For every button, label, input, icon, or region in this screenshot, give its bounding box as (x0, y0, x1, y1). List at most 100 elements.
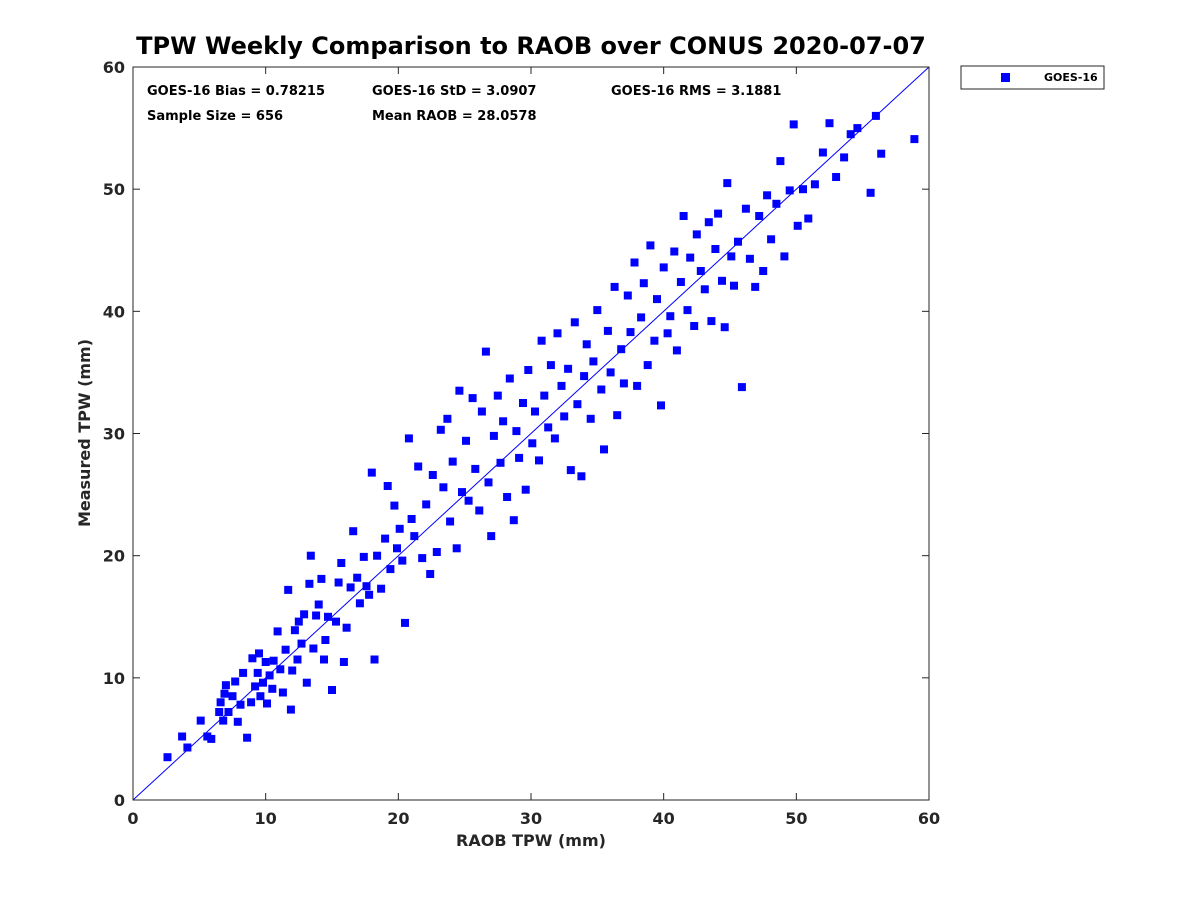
data-point (475, 506, 484, 515)
data-point (471, 464, 480, 473)
data-point (293, 655, 302, 664)
data-point (637, 313, 646, 322)
data-point (610, 282, 619, 291)
data-point (666, 312, 675, 321)
data-point (231, 677, 240, 686)
data-point (390, 501, 399, 510)
data-point (278, 688, 287, 697)
data-point (633, 381, 642, 390)
data-point (825, 119, 834, 128)
data-point (422, 500, 431, 509)
data-point (707, 317, 716, 326)
data-point (355, 599, 364, 608)
data-point (493, 391, 502, 400)
data-point (570, 318, 579, 327)
x-tick-label: 50 (785, 809, 807, 828)
data-point (793, 221, 802, 230)
data-point (256, 692, 265, 701)
data-point (428, 471, 437, 479)
data-point (365, 590, 374, 599)
data-point (281, 645, 290, 654)
data-point (265, 671, 274, 680)
data-point (515, 453, 524, 462)
data-point (398, 556, 407, 565)
data-point (286, 705, 295, 714)
data-point (233, 717, 242, 726)
data-point (557, 381, 566, 390)
data-point (373, 551, 382, 560)
data-point (566, 466, 575, 475)
data-point (273, 627, 282, 636)
data-point (711, 245, 720, 253)
data-point (573, 400, 582, 409)
data-point (216, 698, 225, 707)
data-point (521, 485, 530, 494)
data-point (481, 347, 490, 356)
data-point (288, 666, 297, 675)
data-point (617, 345, 626, 354)
data-point (196, 716, 205, 725)
data-point (676, 278, 685, 286)
stat-bias: GOES-16 Bias = 0.78215 (147, 84, 325, 99)
data-point (452, 544, 461, 553)
y-tick-label: 10 (103, 669, 125, 688)
data-point (846, 130, 855, 139)
data-point (221, 681, 230, 690)
data-point (462, 436, 470, 445)
data-point (727, 252, 736, 261)
data-point (401, 618, 409, 627)
data-point (219, 716, 228, 725)
data-point (531, 407, 539, 416)
data-point (714, 209, 723, 218)
data-point (597, 385, 606, 394)
data-point (377, 584, 386, 593)
legend-box (960, 65, 1105, 90)
data-point (544, 423, 553, 432)
data-point (346, 583, 355, 592)
data-point (704, 218, 713, 227)
legend: GOES-16 (960, 65, 1105, 90)
data-point (650, 336, 659, 345)
data-point (871, 111, 880, 120)
data-point (477, 407, 486, 416)
data-point (349, 527, 358, 536)
data-point (586, 414, 595, 423)
data-point (734, 237, 742, 246)
y-tick-label: 40 (103, 302, 125, 321)
data-point (720, 323, 729, 332)
data-point (317, 574, 326, 583)
data-point (220, 689, 229, 698)
legend-label-goes-16: GOES-16 (1044, 71, 1098, 84)
data-point (247, 698, 256, 707)
data-point (367, 468, 376, 477)
data-point (759, 267, 768, 275)
data-point (183, 743, 192, 752)
data-point (509, 516, 518, 525)
data-point (696, 267, 705, 275)
data-point (745, 254, 754, 263)
data-point (799, 185, 807, 194)
data-point (312, 611, 321, 620)
data-point (163, 753, 172, 762)
data-point (503, 493, 512, 501)
data-point (251, 682, 260, 691)
data-point (528, 439, 537, 448)
y-tick-label: 20 (103, 547, 125, 566)
data-point (741, 204, 750, 213)
data-point (290, 626, 299, 635)
data-point (407, 515, 416, 523)
data-point (468, 394, 477, 403)
data-point (877, 149, 886, 158)
data-point (524, 366, 533, 374)
data-point (546, 361, 555, 370)
stat-rms: GOES-16 RMS = 3.1881 (611, 84, 781, 99)
data-point (537, 336, 546, 345)
data-point (448, 457, 457, 466)
data-point (386, 565, 395, 574)
data-point (600, 445, 608, 454)
data-point (512, 427, 521, 436)
data-point (404, 434, 413, 443)
data-point (623, 291, 632, 300)
data-point (306, 551, 315, 560)
data-point (236, 700, 245, 709)
